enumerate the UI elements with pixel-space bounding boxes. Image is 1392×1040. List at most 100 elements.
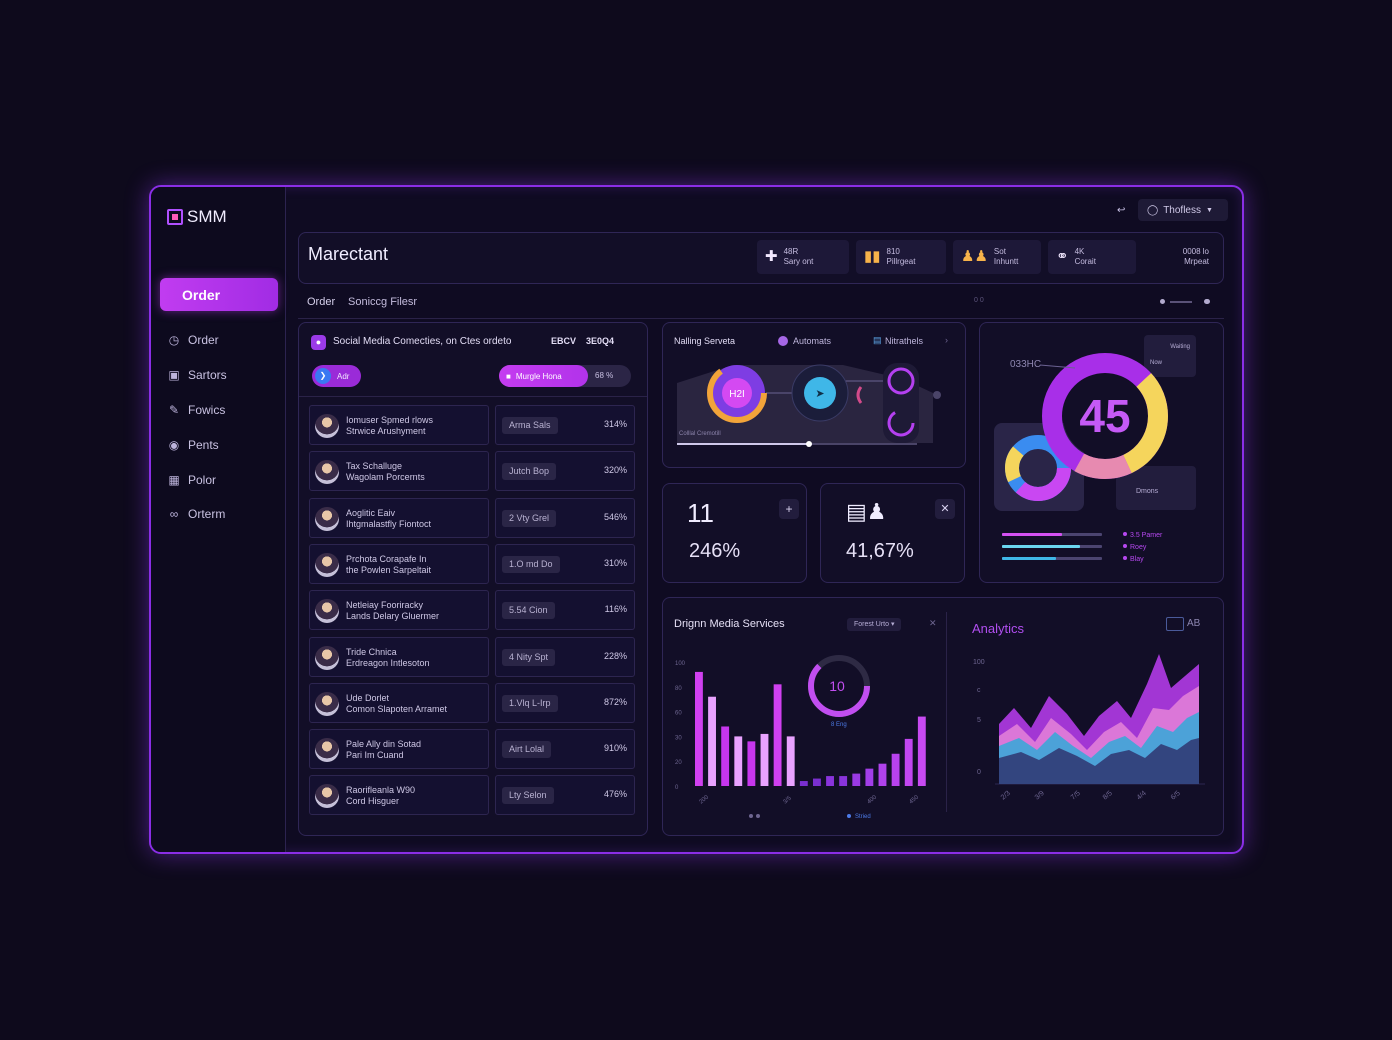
- sidebar-item-label: Sartors: [188, 368, 227, 382]
- kpi-card[interactable]: ♟♟ Sot Inhuntt: [953, 240, 1041, 274]
- order-meta-cell[interactable]: Lty Selon 476%: [495, 775, 635, 816]
- order-row[interactable]: Tax Schalluge Wagolam Porcernts Jutch Bop 3…: [309, 451, 635, 492]
- order-meta-cell[interactable]: Airt Lolal 910%: [495, 729, 635, 770]
- order-meta-cell[interactable]: 1.Vlq L-Irp 872%: [495, 682, 635, 723]
- bar[interactable]: [799, 781, 808, 786]
- order-name-cell[interactable]: Ude Dorlet Comon Slapoten Arramet: [309, 682, 489, 723]
- kpi-card[interactable]: ⚭ 4K Corait: [1048, 240, 1136, 274]
- kpi-label: Sary ont: [783, 257, 814, 266]
- bar[interactable]: [917, 716, 926, 786]
- kpi-card[interactable]: ▮▮ 810 Pillrgeat: [856, 240, 946, 274]
- order-row[interactable]: Aoglitic Eaiv Ihtgmalastfly Fiontoct 2 Vty…: [309, 497, 635, 538]
- order-name-cell[interactable]: Aoglitic Eaiv Ihtgmalastfly Fiontoct: [309, 497, 489, 538]
- bar[interactable]: [813, 778, 821, 786]
- donut-value: 45: [1079, 390, 1130, 442]
- account-dropdown[interactable]: ◯ Thofless ▼: [1138, 199, 1228, 221]
- subheader-bar: Order Soniccg Filesr 0 0: [298, 285, 1224, 319]
- search-pill-active[interactable]: ■ Murgle Hona: [499, 365, 588, 387]
- dot-indicator[interactable]: [1160, 299, 1165, 304]
- sidebar-item-orterm[interactable]: ∞ Orterm: [167, 507, 226, 521]
- slider-knob[interactable]: [806, 441, 812, 447]
- bar[interactable]: [904, 738, 913, 786]
- dot-indicator[interactable]: [1204, 299, 1210, 304]
- kpi-card[interactable]: ✚ 48R Sary ont: [757, 240, 849, 274]
- order-row[interactable]: Tride Chnica Erdreagon Intlesoton 4 Nity S…: [309, 636, 635, 677]
- analytics-badge[interactable]: AB: [1187, 618, 1201, 629]
- order-tag: 5.54 Cion: [502, 602, 555, 620]
- monitor-icon[interactable]: [1166, 617, 1184, 631]
- x-tick: 200: [698, 794, 710, 805]
- avatar: [315, 414, 339, 438]
- search-pill[interactable]: ■ Murgle Hona 68 %: [499, 365, 631, 387]
- order-row[interactable]: Pale Ally din Sotad Pari Im Cuand Airt Lol…: [309, 729, 635, 770]
- order-row[interactable]: Netleiay Fooriracky Lands Delary Gluermer…: [309, 590, 635, 631]
- bar[interactable]: [891, 753, 900, 786]
- sidebar-item-label: Pents: [188, 438, 219, 452]
- services-tab[interactable]: Nalling Serveta: [674, 336, 736, 346]
- order-row[interactable]: Prchota Corapafe In the Powlen Sarpeltait…: [309, 543, 635, 584]
- bar[interactable]: [708, 696, 716, 786]
- legend-bar-fill: [1002, 545, 1080, 548]
- legend-dot: [1123, 544, 1127, 548]
- stat-value: 246%: [689, 540, 741, 562]
- bar[interactable]: [878, 763, 887, 786]
- order-name-cell[interactable]: Prchota Corapafe In the Powlen Sarpeltait: [309, 543, 489, 584]
- bar[interactable]: [721, 726, 730, 786]
- link-icon: ∞: [169, 507, 179, 521]
- bar[interactable]: [826, 776, 834, 786]
- chevron-right-icon[interactable]: ›: [945, 335, 948, 345]
- order-meta-cell[interactable]: 4 Nity Spt 228%: [495, 636, 635, 677]
- tab-filter[interactable]: Soniccg Filesr: [348, 296, 418, 308]
- sidebar-item-polor[interactable]: ▦ Polor: [167, 473, 216, 487]
- bar[interactable]: [695, 671, 703, 786]
- services-tab[interactable]: Nitrathels: [885, 336, 924, 346]
- sidebar-item-sartors[interactable]: ▣ Sartors: [167, 368, 227, 382]
- order-name-cell[interactable]: Tax Schalluge Wagolam Porcernts: [309, 451, 489, 492]
- media-filter-dropdown[interactable]: Forest Urto ▾: [847, 618, 902, 631]
- filter-pill[interactable]: ❯ Adr: [312, 365, 361, 387]
- kpi-card[interactable]: 0008 lo Mrpeat: [1139, 240, 1217, 274]
- info-card[interactable]: Waiting Now: [1144, 335, 1196, 377]
- bar[interactable]: [786, 736, 795, 786]
- services-tab[interactable]: Automats: [793, 336, 832, 346]
- order-name-cell[interactable]: Tride Chnica Erdreagon Intlesoton: [309, 636, 489, 677]
- tab-order[interactable]: Order: [307, 296, 336, 308]
- sidebar-item-order[interactable]: ◷ Order: [167, 333, 219, 347]
- logo[interactable]: SMM: [167, 207, 227, 227]
- bar[interactable]: [852, 773, 861, 786]
- avatar: [315, 506, 339, 531]
- bar[interactable]: [734, 736, 743, 786]
- x-tick: 400: [866, 794, 878, 805]
- orders-title: Social Media Comecties, on Ctes ordeto: [333, 336, 512, 347]
- order-row[interactable]: Ude Dorlet Comon Slapoten Arramet 1.Vlq L-…: [309, 682, 635, 723]
- sidebar-item-fowics[interactable]: ✎ Fowics: [167, 403, 225, 417]
- close-icon[interactable]: ✕: [929, 618, 937, 628]
- order-tag: 1.Vlq L-Irp: [502, 694, 558, 712]
- ring-sub: 8 Eng: [831, 722, 847, 728]
- plus-icon[interactable]: +: [779, 499, 799, 519]
- order-name-cell[interactable]: Iomuser Spmed rlows Strwice Arushyment: [309, 405, 489, 445]
- mini-ring: [887, 409, 915, 437]
- order-tag: 2 Vty Grel: [502, 509, 557, 527]
- order-name-cell[interactable]: Netleiay Fooriracky Lands Delary Gluermer: [309, 590, 489, 631]
- order-meta-cell[interactable]: 1.O md Do 310%: [495, 543, 635, 584]
- order-name-cell[interactable]: Pale Ally din Sotad Pari Im Cuand: [309, 729, 489, 770]
- close-icon[interactable]: ✕: [935, 499, 955, 519]
- order-meta-cell[interactable]: 5.54 Cion 116%: [495, 590, 635, 631]
- sidebar-active-order[interactable]: Order: [160, 278, 278, 311]
- order-meta-cell[interactable]: 2 Vty Grel 546%: [495, 497, 635, 538]
- order-meta-cell[interactable]: Jutch Bop 320%: [495, 451, 635, 492]
- sidebar-item-pents[interactable]: ◉ Pents: [167, 438, 219, 452]
- bar[interactable]: [865, 768, 874, 786]
- side-capsule: [883, 363, 919, 443]
- order-name-cell[interactable]: Raorifleanla W90 Cord Hisguer: [309, 775, 489, 816]
- bar[interactable]: [773, 684, 782, 786]
- back-arrow-icon[interactable]: ↩: [1117, 205, 1126, 216]
- order-row[interactable]: Raorifleanla W90 Cord Hisguer Lty Selon 476…: [309, 775, 635, 816]
- bar[interactable]: [760, 733, 769, 786]
- bar[interactable]: [747, 741, 756, 786]
- order-row[interactable]: Iomuser Spmed rlows Strwice Arushyment Arm…: [309, 405, 635, 445]
- order-tag: Airt Lolal: [502, 741, 552, 759]
- order-meta-cell[interactable]: Arma Sals 314%: [495, 405, 635, 445]
- bar[interactable]: [839, 776, 848, 786]
